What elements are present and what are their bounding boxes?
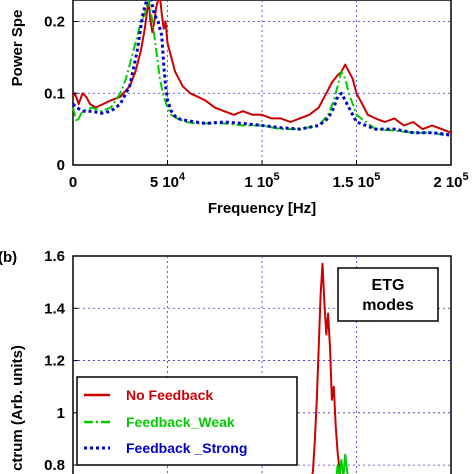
- panel-a-x-axis-label: Frequency [Hz]: [208, 200, 316, 217]
- panel-a-grid: [73, 0, 451, 165]
- panel-a-series: [71, 0, 452, 138]
- panel-b-y-tick-label: 1.6: [44, 248, 65, 265]
- etg-annotation-line2: modes: [362, 297, 414, 314]
- legend: No Feedback Feedback_Weak Feedback _Stro…: [76, 376, 298, 466]
- panel-a-x-tick-exponent: 5: [463, 171, 469, 183]
- legend-label-feedback-strong: Feedback _Strong: [126, 440, 247, 456]
- panel-a-x-tick-exponent: 4: [179, 171, 186, 183]
- legend-label-no-feedback: No Feedback: [126, 387, 213, 403]
- panel-b: (b) 0.8 1 1.2 1.4 1.6 ctrum (Arb. units) ETG…: [0, 248, 452, 474]
- panel-b-series: [311, 262, 349, 474]
- panel-a-series-line-0: [72, 0, 452, 134]
- panel-b-y-tick-label: 1.2: [44, 353, 65, 370]
- etg-annotation: ETG modes: [337, 267, 439, 322]
- etg-annotation-box: [337, 267, 439, 322]
- panel-a-y-tick-label: 0: [57, 157, 65, 174]
- panel-b-series-line-1: [335, 453, 349, 474]
- panel-a-x-tick-exponent: 5: [374, 171, 380, 183]
- panel-b-y-tick-label: 1: [57, 405, 65, 422]
- panel-b-y-tick-label: 1.4: [44, 300, 66, 317]
- panel-a-series-line-2: [71, 0, 452, 137]
- panel-a-y-axis-label: Power Spe: [9, 10, 26, 87]
- panel-a-y-ticks: 0 0.1 0.2: [44, 14, 78, 174]
- panel-b-y-tick-label: 0.8: [44, 457, 65, 474]
- legend-box: [76, 376, 298, 466]
- panel-a-x-tick-exponent: 5: [274, 171, 280, 183]
- panel-a-x-tick-label: 2 105: [433, 171, 468, 191]
- panel-a-x-tick-label: 5 104: [150, 171, 186, 191]
- panel-b-label: (b): [0, 249, 17, 266]
- panel-a-x-ticks: 0 5 104 1 105 1.5 105 2 105: [69, 160, 469, 191]
- panel-a: 0 5 104 1 105 1.5 105 2 105 0 0.1 0.2 Power Sp…: [9, 0, 469, 217]
- legend-label-feedback-weak: Feedback_Weak: [126, 414, 235, 430]
- panel-b-series-line-0: [311, 262, 341, 474]
- panel-a-x-tick-label: 0: [69, 174, 77, 191]
- panel-a-y-tick-label: 0.2: [44, 14, 65, 31]
- panel-a-y-tick-label: 0.1: [44, 85, 65, 102]
- etg-annotation-line1: ETG: [372, 277, 405, 294]
- panel-a-x-tick-label: 1.5 105: [333, 171, 381, 191]
- panel-a-x-tick-label: 1 105: [244, 171, 279, 191]
- panel-b-y-axis-label: ctrum (Arb. units): [9, 345, 26, 471]
- panel-b-y-ticks: 0.8 1 1.2 1.4 1.6: [44, 248, 78, 474]
